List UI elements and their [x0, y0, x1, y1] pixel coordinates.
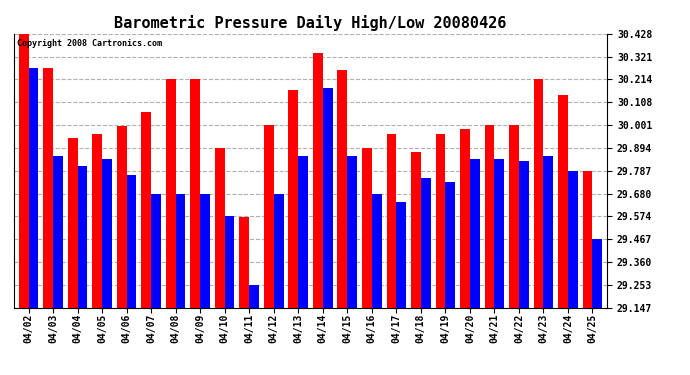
- Bar: [582, 171, 593, 308]
- Bar: [126, 175, 137, 308]
- Bar: [411, 152, 421, 308]
- Bar: [239, 217, 249, 308]
- Bar: [470, 159, 480, 308]
- Bar: [117, 126, 126, 308]
- Bar: [176, 194, 186, 308]
- Bar: [141, 112, 151, 308]
- Bar: [53, 156, 63, 308]
- Bar: [28, 68, 39, 308]
- Bar: [509, 125, 519, 308]
- Bar: [396, 202, 406, 308]
- Title: Barometric Pressure Daily High/Low 20080426: Barometric Pressure Daily High/Low 20080…: [115, 15, 506, 31]
- Bar: [495, 159, 504, 308]
- Bar: [544, 156, 553, 308]
- Bar: [421, 178, 431, 308]
- Bar: [249, 285, 259, 308]
- Bar: [43, 68, 53, 308]
- Bar: [593, 239, 602, 308]
- Bar: [190, 80, 200, 308]
- Bar: [386, 134, 396, 308]
- Bar: [166, 80, 176, 308]
- Bar: [372, 194, 382, 308]
- Bar: [347, 156, 357, 308]
- Bar: [68, 138, 77, 308]
- Bar: [298, 156, 308, 308]
- Text: Copyright 2008 Cartronics.com: Copyright 2008 Cartronics.com: [17, 39, 161, 48]
- Bar: [102, 159, 112, 308]
- Bar: [19, 34, 28, 308]
- Bar: [435, 134, 445, 308]
- Bar: [215, 148, 225, 308]
- Bar: [323, 88, 333, 308]
- Bar: [362, 148, 372, 308]
- Bar: [568, 171, 578, 308]
- Bar: [558, 95, 568, 308]
- Bar: [151, 194, 161, 308]
- Bar: [264, 125, 274, 308]
- Bar: [274, 194, 284, 308]
- Bar: [460, 129, 470, 308]
- Bar: [77, 166, 88, 308]
- Bar: [445, 182, 455, 308]
- Bar: [225, 216, 235, 308]
- Bar: [288, 90, 298, 308]
- Bar: [200, 194, 210, 308]
- Bar: [519, 161, 529, 308]
- Bar: [92, 134, 102, 308]
- Bar: [313, 53, 323, 308]
- Bar: [484, 125, 495, 308]
- Bar: [337, 70, 347, 308]
- Bar: [533, 80, 544, 308]
